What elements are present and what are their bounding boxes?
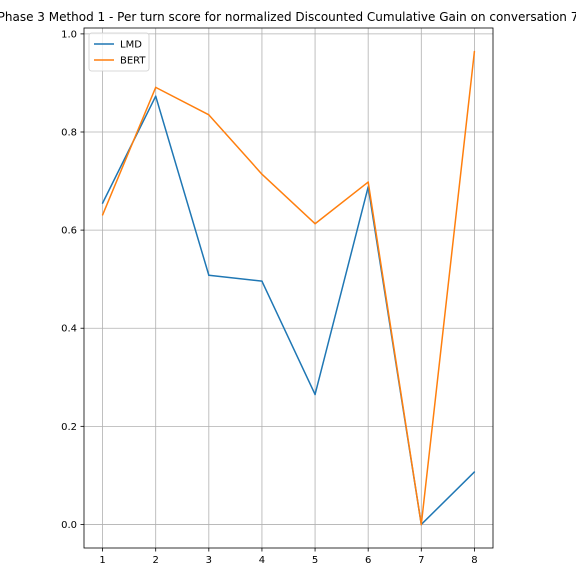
x-tick-label: 6	[365, 555, 371, 566]
y-axis: 0.0 0.2 0.4 0.6 0.8 1.0	[61, 29, 84, 531]
y-tick-label: 0.8	[61, 128, 77, 139]
x-tick-label: 2	[153, 555, 159, 566]
data-point-bert	[420, 523, 423, 526]
data-point-bert	[367, 181, 369, 183]
data-point-bert	[314, 222, 316, 225]
data-point-lmd	[314, 393, 316, 396]
x-tick-label: 5	[312, 555, 318, 566]
series-line-lmd	[101, 95, 475, 526]
data-point-lmd	[208, 274, 210, 276]
x-tick-label: 8	[471, 555, 477, 566]
y-tick-label: 0.6	[61, 226, 77, 237]
x-tick-label: 4	[259, 555, 265, 566]
data-point-bert	[101, 214, 104, 216]
y-tick-label: 1.0	[61, 29, 77, 40]
x-tick-label: 7	[418, 555, 424, 566]
y-tick-label: 0.4	[61, 324, 77, 335]
chart-title: Phase 3 Method 1 - Per turn score for no…	[0, 10, 576, 24]
legend-label-bert: BERT	[120, 56, 146, 67]
data-point-lmd	[261, 280, 263, 282]
x-tick-label: 1	[99, 555, 105, 566]
data-point-lmd	[473, 471, 476, 473]
y-tick-label: 0.0	[61, 520, 77, 531]
axes-frame	[83, 27, 494, 549]
x-axis: 1 2 3 4 5 6 7 8	[99, 548, 478, 566]
x-tick-label: 3	[206, 555, 212, 566]
grid	[84, 28, 493, 548]
data-point-bert	[154, 86, 157, 89]
legend: LMD BERT	[88, 32, 150, 72]
y-tick-label: 0.2	[61, 422, 77, 433]
data-point-bert	[261, 173, 263, 175]
series-line-bert	[101, 51, 476, 526]
data-point-lmd	[154, 95, 157, 97]
data-point-lmd	[101, 202, 104, 204]
legend-label-lmd: LMD	[120, 40, 142, 51]
data-point-bert	[473, 50, 476, 53]
data-point-bert	[208, 114, 210, 116]
series-lines	[101, 50, 476, 526]
legend-box	[88, 32, 150, 72]
